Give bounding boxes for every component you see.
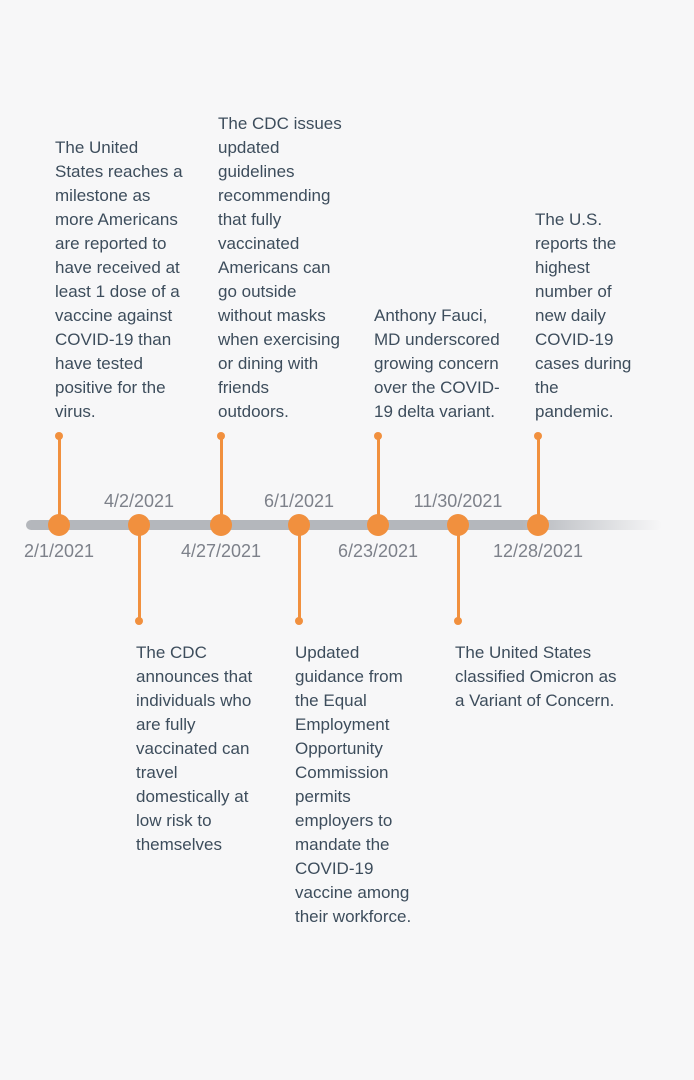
connector-endpoint-dot	[534, 432, 542, 440]
connector-endpoint-dot	[295, 617, 303, 625]
event-date: 12/28/2021	[492, 541, 584, 561]
connector-line	[57, 436, 61, 521]
connector-line	[376, 436, 380, 521]
connector-line	[536, 436, 540, 521]
event-description: Updated guidance from the Equal Employme…	[295, 643, 412, 926]
event-description: The CDC issues updated guidelines recomm…	[218, 114, 342, 421]
event-date: 2/1/2021	[23, 541, 95, 561]
timeline-marker-dot	[447, 514, 469, 536]
event-description: The United States reaches a milestone as…	[55, 138, 183, 421]
event-description: The United States classified Omicron as …	[455, 643, 617, 710]
timeline-marker-dot	[527, 514, 549, 536]
event-date: 4/2/2021	[103, 491, 175, 511]
timeline-marker-dot	[128, 514, 150, 536]
event-description: The CDC announces that individuals who a…	[136, 643, 253, 854]
connector-line	[219, 436, 223, 521]
connector-endpoint-dot	[55, 432, 63, 440]
event-description: The U.S. reports the highest number of n…	[535, 210, 632, 421]
connector-endpoint-dot	[374, 432, 382, 440]
event-date: 11/30/2021	[413, 491, 503, 511]
connector-line	[297, 530, 301, 621]
timeline-axis-bar	[26, 520, 662, 530]
event-date: 6/23/2021	[337, 541, 419, 561]
event-date: 4/27/2021	[180, 541, 262, 561]
timeline-marker-dot	[48, 514, 70, 536]
connector-endpoint-dot	[217, 432, 225, 440]
event-description: Anthony Fauci, MD underscored growing co…	[374, 306, 500, 421]
connector-endpoint-dot	[135, 617, 143, 625]
timeline-marker-dot	[367, 514, 389, 536]
connector-endpoint-dot	[454, 617, 462, 625]
connector-line	[456, 530, 460, 621]
timeline-marker-dot	[210, 514, 232, 536]
connector-line	[137, 530, 141, 621]
event-date: 6/1/2021	[263, 491, 335, 511]
timeline-marker-dot	[288, 514, 310, 536]
